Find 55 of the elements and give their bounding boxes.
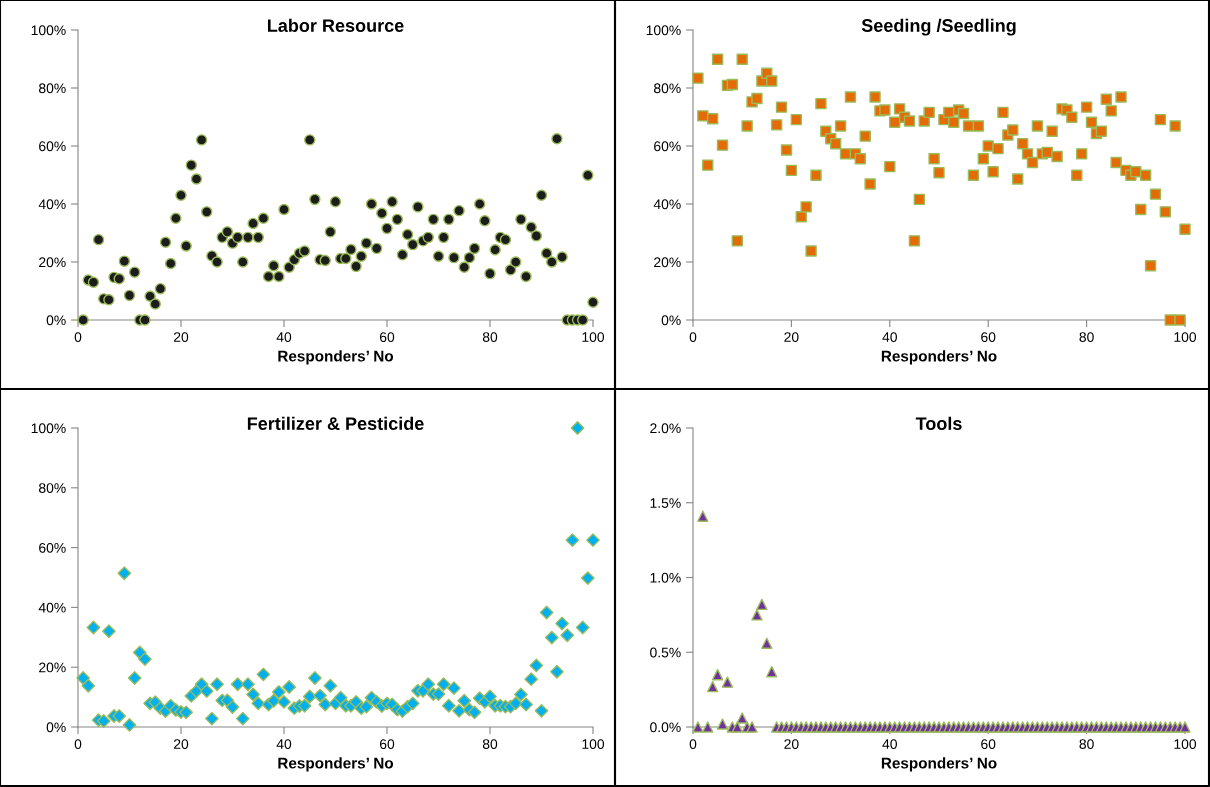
x-tick-label: 20 <box>173 332 189 343</box>
x-tick-label: 80 <box>482 332 498 343</box>
x-tick-label: 60 <box>379 332 395 343</box>
y-tick-label: 80% <box>654 83 681 94</box>
y-tick-label: 0% <box>46 315 66 326</box>
y-tick-label: 20% <box>39 257 66 268</box>
x-tick-label: 100 <box>582 332 605 343</box>
y-tick-label: 100% <box>31 423 66 434</box>
x-tick-label: 100 <box>582 739 605 750</box>
y-tick-label: 0% <box>661 315 681 326</box>
x-axis-title: Responders’ No <box>881 757 997 772</box>
y-tick-label: 0.0% <box>650 722 681 733</box>
x-tick-label: 60 <box>379 739 395 750</box>
x-tick-label: 20 <box>784 332 799 343</box>
chart-title: Labor Resource <box>267 18 404 32</box>
x-tick-label: 80 <box>1079 332 1094 343</box>
y-tick-label: 40% <box>653 199 681 210</box>
chart-title: Seeding /Seedling <box>861 18 1016 36</box>
x-tick-label: 0 <box>689 332 697 343</box>
x-tick-label: 0 <box>689 739 697 750</box>
x-tick-label: 20 <box>173 739 189 750</box>
y-tick-label: 40% <box>38 602 66 613</box>
y-tick-label: 80% <box>39 83 66 94</box>
y-tick-label: 60% <box>654 141 681 152</box>
x-tick-label: 40 <box>276 739 292 750</box>
x-tick-label: 60 <box>981 332 996 343</box>
y-tick-label: 80% <box>39 483 66 493</box>
y-tick-label: 2.0% <box>650 423 681 434</box>
x-tick-label: 0 <box>74 739 82 750</box>
x-tick-label: 60 <box>981 739 996 750</box>
x-tick-label: 80 <box>482 739 498 750</box>
y-tick-label: 20% <box>654 257 681 268</box>
chart-title: Fertilizer & Pesticide <box>247 416 424 430</box>
x-tick-label: 40 <box>276 332 292 343</box>
x-tick-label: 100 <box>1174 332 1197 343</box>
chart-title: Tools <box>915 416 962 430</box>
x-tick-label: 40 <box>882 739 897 750</box>
x-axis-title: Responders’ No <box>278 350 394 365</box>
y-tick-label: 0% <box>46 722 66 733</box>
x-tick-label: 0 <box>74 332 82 343</box>
x-tick-label: 80 <box>1079 739 1094 750</box>
x-axis-title: Responders’ No <box>278 757 394 772</box>
y-tick-label: 60% <box>39 542 66 553</box>
x-axis-title: Responders’ No <box>881 350 997 365</box>
x-tick-label: 40 <box>882 332 897 343</box>
y-tick-label: 1.0% <box>650 572 681 583</box>
y-tick-label: 100% <box>31 25 66 36</box>
y-tick-label: 100% <box>646 25 681 36</box>
x-tick-label: 20 <box>784 739 799 750</box>
y-tick-label: 1.5% <box>650 498 681 508</box>
y-tick-label: 20% <box>39 662 66 673</box>
y-tick-label: 0.5% <box>650 647 681 658</box>
y-tick-label: 60% <box>39 141 66 152</box>
x-tick-label: 100 <box>1174 739 1197 750</box>
y-tick-label: 40% <box>38 199 66 210</box>
